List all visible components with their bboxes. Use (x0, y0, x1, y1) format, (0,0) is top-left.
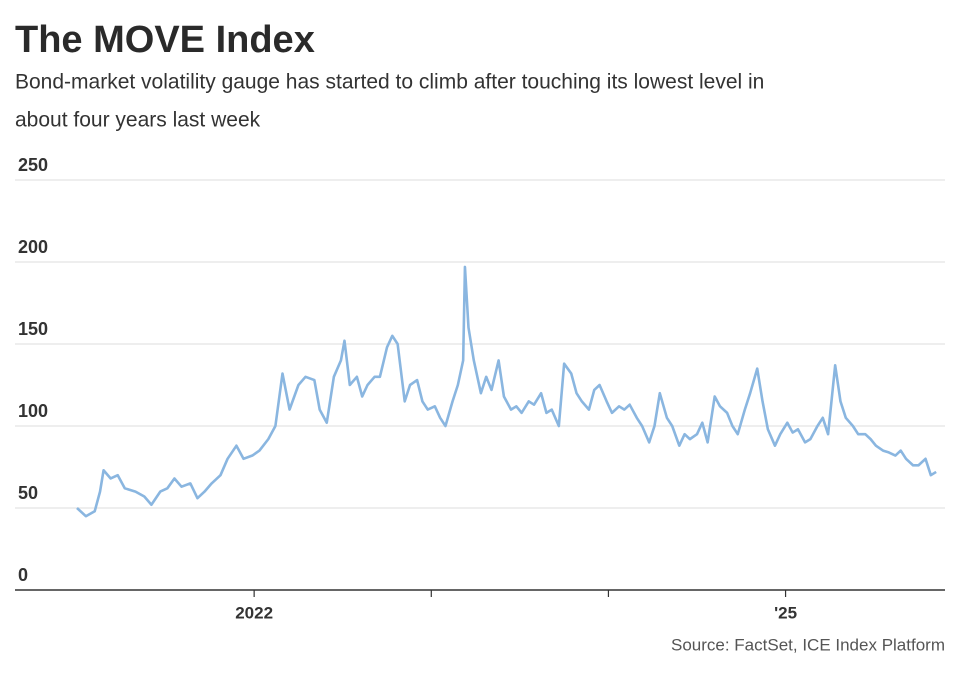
chart-subtitle: Bond-market volatility gauge has started… (15, 71, 764, 94)
chart-title: The MOVE Index (15, 19, 315, 61)
y-tick-label: 0 (18, 565, 28, 585)
source: Source: FactSet, ICE Index Platform (671, 635, 945, 654)
y-tick-label: 150 (18, 319, 48, 339)
y-tick-label: 100 (18, 401, 48, 421)
y-tick-label: 200 (18, 237, 48, 257)
y-tick-label: 250 (18, 155, 48, 175)
y-tick-label: 50 (18, 483, 38, 503)
chart-subtitle: about four years last week (15, 109, 261, 132)
x-tick-label: '25 (774, 603, 797, 622)
x-tick-label: 2022 (235, 603, 273, 622)
data-line (76, 265, 937, 518)
